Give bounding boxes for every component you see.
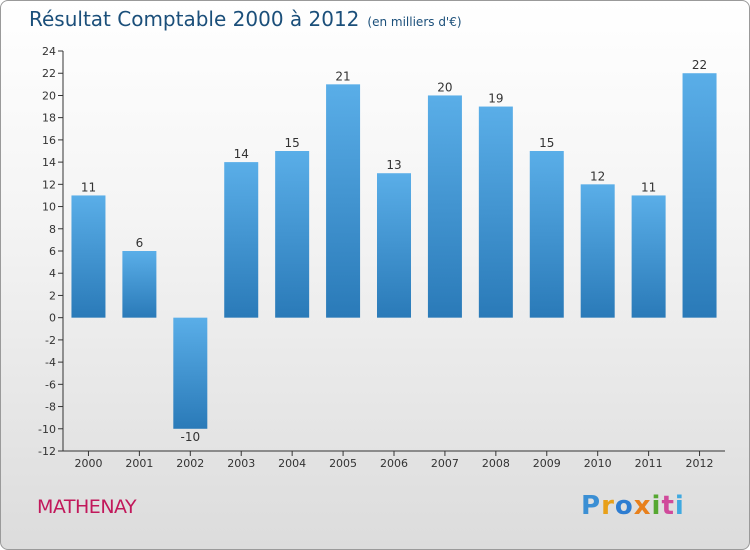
x-tick-label-2008: 2008 <box>482 457 510 470</box>
value-label-2001: 6 <box>136 236 144 250</box>
x-tick-label-2002: 2002 <box>176 457 204 470</box>
chart-title: Résultat Comptable 2000 à 2012 (en millie… <box>29 7 462 31</box>
bar-2002 <box>173 317 208 429</box>
x-tick-label-2005: 2005 <box>329 457 357 470</box>
bar-2000 <box>71 195 106 318</box>
value-label-2000: 11 <box>81 180 96 194</box>
value-label-2010: 12 <box>590 169 605 183</box>
y-tick-label: 20 <box>42 89 56 102</box>
x-tick-label-2003: 2003 <box>227 457 255 470</box>
bar-2009 <box>529 151 564 318</box>
title-text: Résultat Comptable 2000 à 2012 <box>29 7 360 31</box>
value-label-2007: 20 <box>437 80 452 94</box>
logo-letter: i <box>651 491 662 521</box>
bar-2004 <box>275 151 310 318</box>
value-label-2004: 15 <box>285 136 300 150</box>
value-label-2006: 13 <box>386 158 401 172</box>
x-tick-label-2012: 2012 <box>686 457 714 470</box>
bar-2007 <box>427 95 462 318</box>
value-label-2011: 11 <box>641 180 656 194</box>
logo-letter: t <box>661 491 675 521</box>
y-tick-label: 22 <box>42 67 56 80</box>
commune-name: MATHENAY <box>37 496 137 518</box>
bar-2005 <box>326 84 361 318</box>
x-tick-label-2007: 2007 <box>431 457 459 470</box>
y-tick-label: 12 <box>42 178 56 191</box>
logo-letter: i <box>674 491 685 521</box>
bar-2008 <box>478 106 513 318</box>
bar-2001 <box>122 251 157 318</box>
y-tick-label: -8 <box>45 401 56 414</box>
value-label-2012: 22 <box>692 58 707 72</box>
y-tick-label: -6 <box>45 378 56 391</box>
y-tick-label: -10 <box>38 423 56 436</box>
value-label-2008: 19 <box>488 92 503 106</box>
x-tick-label-2009: 2009 <box>533 457 561 470</box>
bar-2003 <box>224 162 259 318</box>
x-tick-label-2001: 2001 <box>125 457 153 470</box>
x-tick-label-2011: 2011 <box>635 457 663 470</box>
y-tick-label: 8 <box>49 223 56 236</box>
unit-note: (en milliers d'€) <box>367 15 462 29</box>
y-tick-label: 6 <box>49 245 56 258</box>
y-tick-label: 18 <box>42 112 56 125</box>
logo-letter: P <box>581 491 602 521</box>
x-tick-label-2004: 2004 <box>278 457 306 470</box>
x-tick-label-2006: 2006 <box>380 457 408 470</box>
value-label-2009: 15 <box>539 136 554 150</box>
logo-letter: o <box>614 491 634 521</box>
value-label-2005: 21 <box>335 69 350 83</box>
y-tick-label: 16 <box>42 134 56 147</box>
labels-layer: 11 6 -10 14 15 21 13 20 19 15 12 11 22 <box>81 58 707 444</box>
y-tick-label: -2 <box>45 334 56 347</box>
y-tick-label: -4 <box>45 356 56 369</box>
value-label-2003: 14 <box>234 147 249 161</box>
bars-layer <box>71 73 717 429</box>
logo-letter: r <box>601 491 615 521</box>
bar-2006 <box>377 173 411 318</box>
x-tick-label-2010: 2010 <box>584 457 612 470</box>
y-tick-label: 10 <box>42 201 56 214</box>
y-tick-label: 0 <box>49 312 56 325</box>
value-label-2002: -10 <box>181 430 201 444</box>
y-tick-label: 2 <box>49 289 56 302</box>
y-tick-label: 14 <box>42 156 56 169</box>
bar-2011 <box>631 195 666 318</box>
proxiti-logo: Proxiti <box>581 491 685 521</box>
bar-2012 <box>682 73 717 318</box>
bar-2010 <box>580 184 615 318</box>
y-tick-label: 24 <box>42 45 56 58</box>
y-tick-label: 4 <box>49 267 56 280</box>
y-tick-label: -12 <box>38 445 56 458</box>
x-tick-label-2000: 2000 <box>74 457 102 470</box>
logo-letter: x <box>633 491 652 521</box>
